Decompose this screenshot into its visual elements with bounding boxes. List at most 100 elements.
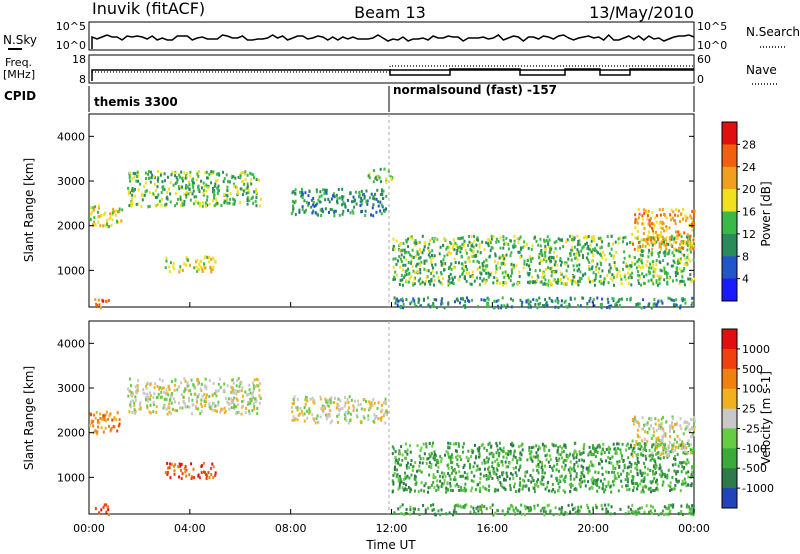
- echo-cell: [546, 453, 549, 457]
- echo-cell: [253, 176, 255, 180]
- echo-cell: [257, 378, 260, 382]
- echo-cell: [335, 193, 338, 197]
- echo-cell: [443, 478, 446, 482]
- echo-cell: [418, 464, 421, 468]
- echo-cell: [543, 240, 546, 244]
- echo-cell: [453, 475, 456, 479]
- echo-cell: [452, 468, 455, 472]
- echo-cell: [440, 260, 443, 264]
- echo-cell: [498, 256, 501, 260]
- echo-cell: [449, 442, 452, 446]
- echo-cell: [503, 275, 506, 279]
- echo-cell: [400, 512, 403, 515]
- echo-cell: [400, 273, 403, 277]
- echo-cell: [471, 451, 474, 455]
- echo-cell: [441, 475, 444, 479]
- echo-cell: [680, 212, 683, 216]
- echo-cell: [652, 270, 655, 274]
- echo-cell: [231, 399, 234, 403]
- echo-cell: [500, 261, 503, 265]
- echo-cell: [169, 397, 172, 401]
- echo-cell: [664, 450, 667, 454]
- echo-cell: [398, 449, 401, 453]
- echo-cell: [485, 477, 488, 481]
- echo-cell: [659, 226, 662, 230]
- echo-cell: [564, 463, 567, 467]
- echo-cell: [327, 404, 330, 408]
- echo-cell: [229, 197, 232, 201]
- echo-cell: [597, 444, 600, 448]
- echo-cell: [578, 253, 581, 257]
- echo-cell: [625, 448, 627, 452]
- echo-cell: [203, 398, 206, 402]
- echo-cell: [380, 203, 383, 207]
- echo-cell: [250, 399, 253, 402]
- echo-cell: [247, 400, 249, 404]
- echo-cell: [445, 247, 448, 251]
- echo-cell: [543, 251, 546, 255]
- echo-cell: [616, 460, 619, 464]
- echo-cell: [691, 224, 693, 228]
- echo-cell: [655, 303, 658, 307]
- echo-cell: [690, 280, 693, 283]
- echo-cell: [296, 408, 299, 412]
- colorbar-tick-label: 28: [742, 138, 756, 151]
- echo-cell: [635, 303, 638, 306]
- echo-cell: [690, 435, 693, 439]
- echo-cell: [248, 197, 251, 201]
- echo-cell: [524, 507, 527, 511]
- echo-cell: [646, 214, 649, 218]
- echo-cell: [460, 488, 463, 492]
- echo-cell: [531, 476, 534, 480]
- echo-cell: [641, 261, 643, 265]
- echo-cell: [547, 266, 550, 270]
- echo-cell: [528, 255, 531, 259]
- echo-cell: [153, 175, 155, 179]
- echo-cell: [403, 251, 406, 255]
- echo-cell: [671, 463, 674, 467]
- echo-cell: [687, 475, 690, 479]
- echo-cell: [601, 487, 604, 491]
- echo-cell: [98, 215, 101, 219]
- echo-cell: [464, 504, 466, 508]
- echo-cell: [652, 231, 655, 235]
- echo-cell: [320, 194, 323, 198]
- echo-cell: [507, 507, 510, 511]
- echo-cell: [681, 275, 684, 279]
- echo-cell: [523, 504, 526, 508]
- echo-cell: [257, 384, 260, 388]
- echo-cell: [518, 489, 521, 493]
- echo-cell: [255, 399, 258, 403]
- echo-cell: [617, 442, 620, 446]
- echo-cell: [293, 395, 296, 399]
- echo-cell: [207, 471, 210, 475]
- echo-cell: [543, 246, 546, 250]
- echo-cell: [431, 263, 434, 267]
- echo-cell: [501, 460, 504, 464]
- echo-cell: [292, 398, 295, 401]
- echo-cell: [429, 454, 432, 458]
- echo-cell: [405, 488, 408, 491]
- echo-cell: [419, 256, 422, 260]
- echo-cell: [656, 234, 659, 238]
- echo-cell: [656, 482, 659, 486]
- echo-cell: [573, 252, 576, 256]
- echo-cell: [617, 447, 620, 451]
- echo-cell: [495, 277, 498, 280]
- echo-cell: [578, 276, 581, 280]
- echo-cell: [134, 187, 136, 191]
- echo-cell: [692, 447, 695, 451]
- echo-cell: [565, 305, 568, 309]
- echo-cell: [574, 506, 577, 510]
- echo-cell: [484, 487, 487, 491]
- echo-cell: [519, 256, 522, 259]
- echo-cell: [441, 301, 444, 305]
- echo-cell: [443, 237, 446, 241]
- echo-cell: [582, 256, 585, 259]
- echo-cell: [662, 435, 664, 439]
- echo-cell: [452, 243, 455, 247]
- echo-cell: [631, 481, 634, 485]
- noise-tick-right-high: 10^5: [697, 20, 727, 33]
- echo-cell: [686, 248, 689, 252]
- echo-cell: [541, 475, 544, 479]
